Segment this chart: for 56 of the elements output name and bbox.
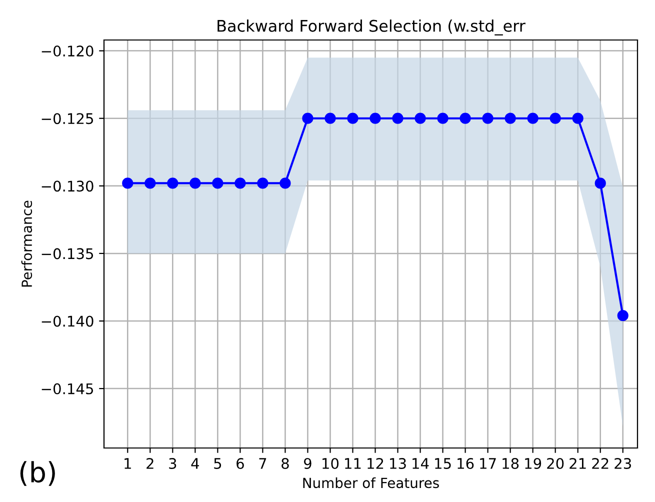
x-tick-label: 6 (236, 458, 244, 470)
point (370, 112, 381, 124)
point (527, 112, 538, 124)
x-tick-label: 11 (345, 458, 361, 469)
y-tick-label: −0.145 (42, 383, 94, 394)
point (437, 112, 448, 124)
x-tick-label: 20 (547, 458, 564, 470)
x-tick-label: 13 (390, 458, 406, 470)
point (122, 178, 134, 189)
point (550, 112, 561, 124)
point (257, 178, 268, 189)
x-tick-label: 15 (435, 458, 451, 470)
point (460, 112, 471, 124)
point (414, 112, 426, 124)
y-tick-label: −0.140 (42, 316, 94, 327)
x-tick-label: 7 (259, 458, 266, 469)
x-tick-label: 10 (322, 458, 339, 470)
x-tick-label: 5 (214, 458, 222, 470)
point (302, 112, 314, 124)
x-tick-label: 4 (191, 458, 199, 469)
chart-title: Backward Forward Selection (w.std_err (218, 20, 526, 36)
y-tick-label: −0.120 (42, 46, 94, 57)
x-tick-label: 1 (124, 458, 131, 469)
y-tick-label: −0.135 (42, 248, 94, 260)
point (280, 178, 291, 189)
x-tick-label: 18 (502, 458, 519, 470)
x-axis-title: Number of Features (303, 477, 439, 488)
x-tick-label: 3 (169, 458, 176, 470)
point (144, 178, 156, 189)
point (324, 112, 336, 124)
point (504, 112, 516, 124)
x-tick-label: 16 (458, 458, 474, 470)
x-tick-label: 19 (525, 458, 542, 470)
point (594, 178, 606, 189)
x-tick-label: 21 (570, 458, 586, 469)
y-axis-title: Performance (21, 200, 32, 287)
x-tick-label: 23 (614, 458, 631, 470)
point (617, 310, 628, 322)
x-tick-label: 14 (412, 458, 429, 469)
point (167, 178, 178, 189)
y-tick-label: −0.130 (42, 180, 94, 192)
point (572, 112, 584, 124)
x-tick-label: 9 (304, 458, 312, 470)
x-tick-label: 12 (368, 458, 384, 469)
x-tick-label: 17 (480, 458, 496, 469)
text: (b) (20, 461, 55, 486)
x-tick-label: 2 (146, 458, 154, 469)
x-tick-label: 22 (592, 458, 608, 469)
x-tick-label: 8 (282, 458, 289, 470)
point (212, 178, 224, 189)
point (482, 112, 494, 124)
y-tick-label: −0.125 (42, 113, 94, 124)
point (190, 178, 201, 189)
point (392, 112, 404, 124)
point (347, 112, 358, 124)
point (234, 178, 246, 189)
